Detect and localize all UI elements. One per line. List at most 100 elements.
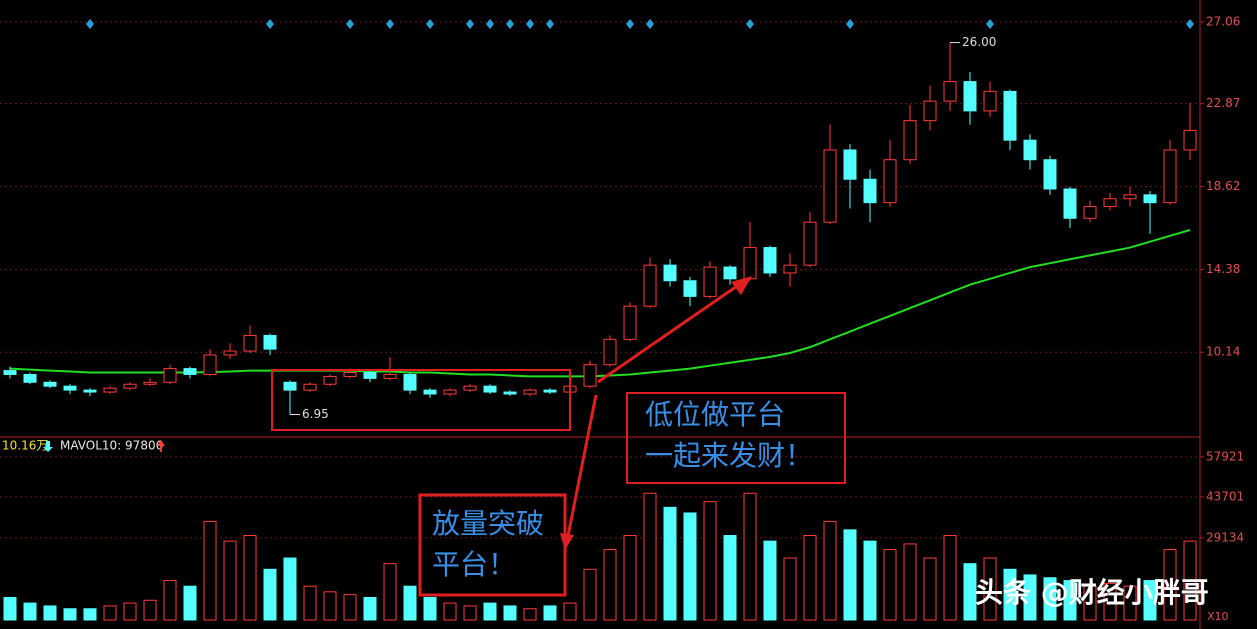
candle-body xyxy=(723,266,737,280)
volume-bar xyxy=(743,492,757,621)
volume-bar xyxy=(203,520,217,621)
volume-bar xyxy=(523,608,537,621)
volume-bar xyxy=(63,608,77,621)
y-tick-label: 29134 xyxy=(1206,530,1244,544)
volume-bar xyxy=(583,568,597,621)
candle-body xyxy=(983,90,997,112)
signal-marker xyxy=(346,19,354,29)
note-box xyxy=(626,392,846,484)
signal-marker xyxy=(546,19,554,29)
volume-bar xyxy=(23,602,37,621)
volume-bar xyxy=(703,501,717,621)
volume-bar xyxy=(983,557,997,621)
candle-body xyxy=(1183,129,1197,151)
candle-body xyxy=(123,383,137,389)
annotation: 平台！ xyxy=(432,548,516,581)
candle-body xyxy=(543,389,557,393)
scale-label: X10 xyxy=(1207,610,1229,623)
volume-bar xyxy=(3,596,17,621)
candle-body xyxy=(383,373,397,379)
candle-body xyxy=(783,264,797,274)
volume-bar xyxy=(943,534,957,621)
candle-body xyxy=(823,149,837,223)
y-tick-label: 18.62 xyxy=(1206,179,1240,193)
volume-bar xyxy=(143,599,157,621)
volume-bar xyxy=(1103,582,1117,621)
signal-marker xyxy=(646,19,654,29)
volume-bar xyxy=(423,596,437,621)
signal-marker xyxy=(86,19,94,29)
candle-body xyxy=(803,221,817,266)
candle-body xyxy=(503,391,517,395)
volume-bar xyxy=(1163,549,1177,621)
volume-bar xyxy=(463,605,477,621)
annotation: 低位做平台 xyxy=(645,398,785,431)
candle-body xyxy=(183,368,197,375)
volume-bar xyxy=(863,540,877,621)
candle-body xyxy=(843,149,857,180)
volume-bar xyxy=(1063,580,1077,621)
candle-body xyxy=(223,350,237,356)
arrow xyxy=(566,394,598,537)
candle-body xyxy=(63,385,77,391)
volume-bar xyxy=(1003,568,1017,621)
candle-body xyxy=(1043,159,1057,190)
candle-body xyxy=(963,81,977,112)
candle-body xyxy=(103,387,117,393)
volume-bar xyxy=(43,605,57,621)
candle-body xyxy=(263,334,277,350)
volume-bar xyxy=(643,492,657,621)
volume-bar xyxy=(503,605,517,621)
candle-body xyxy=(523,389,537,395)
y-tick-label: 10.14 xyxy=(1206,345,1240,359)
signal-marker xyxy=(626,19,634,29)
volume-bar xyxy=(103,605,117,621)
y-tick-label: 57921 xyxy=(1206,449,1244,463)
volume-bar xyxy=(223,540,237,621)
candle-body xyxy=(243,334,257,352)
candle-body xyxy=(923,100,937,122)
signal-marker xyxy=(426,19,434,29)
arrow-head xyxy=(560,533,574,550)
volume-bar xyxy=(123,602,137,621)
candle-body xyxy=(443,389,457,395)
volume-bar xyxy=(263,568,277,621)
candle-body xyxy=(1143,194,1157,204)
volume-bar xyxy=(1043,577,1057,621)
candle-body xyxy=(303,383,317,391)
volume-bar xyxy=(83,608,97,621)
candle-body xyxy=(1103,198,1117,208)
down-arrow-icon xyxy=(43,441,53,452)
candle-body xyxy=(343,372,357,377)
signal-marker xyxy=(846,19,854,29)
signal-marker xyxy=(746,19,754,29)
volume-bar xyxy=(883,549,897,621)
platform-box xyxy=(271,369,571,431)
volume-bar xyxy=(803,534,817,621)
candle-body xyxy=(883,159,897,204)
volume-bar xyxy=(243,534,257,621)
candle-body xyxy=(1083,206,1097,219)
candle-body xyxy=(83,389,97,393)
volume-bar xyxy=(383,563,397,621)
volume-label: 10.16万 xyxy=(2,439,48,453)
volume-bar xyxy=(623,534,637,621)
signal-marker xyxy=(1186,19,1194,29)
volume-bar xyxy=(1023,574,1037,621)
volume-bar xyxy=(1143,580,1157,621)
volume-bar xyxy=(403,585,417,621)
volume-bar xyxy=(923,557,937,621)
volume-bar xyxy=(363,596,377,621)
candle-body xyxy=(663,264,677,282)
volume-bar xyxy=(283,557,297,621)
arrow xyxy=(597,282,741,384)
volume-bar xyxy=(483,602,497,621)
candle-body xyxy=(943,81,957,102)
candle-body xyxy=(903,120,917,161)
max-label: 26.00 xyxy=(962,35,996,49)
signal-marker xyxy=(486,19,494,29)
candle-body xyxy=(323,375,337,385)
volume-bar xyxy=(963,563,977,621)
volume-bar xyxy=(603,549,617,621)
